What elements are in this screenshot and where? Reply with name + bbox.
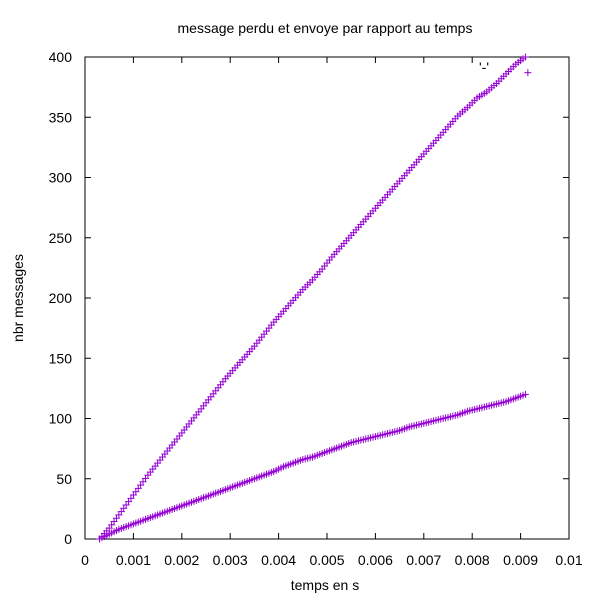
y-axis-title: nbr messages <box>10 254 26 342</box>
data-point <box>524 69 532 77</box>
x-axis-title: temps en s <box>291 577 359 593</box>
y-tick-label: 50 <box>56 471 72 487</box>
x-tick-label: 0.008 <box>455 552 490 568</box>
y-tick-label: 300 <box>49 170 73 186</box>
legend: '-' <box>479 59 489 75</box>
x-tick-label: 0.007 <box>406 552 441 568</box>
x-tick-label: 0.003 <box>213 552 248 568</box>
y-tick-label: 250 <box>49 230 73 246</box>
x-tick-label: 0.005 <box>309 552 344 568</box>
legend-entry-label: '-' <box>479 59 489 75</box>
x-tick-label: 0.006 <box>358 552 393 568</box>
x-tick-label: 0.01 <box>555 552 582 568</box>
ticks-layer: 0 0.001 0.002 0.003 0.004 0.005 0.006 0.007 0.00… <box>49 49 583 568</box>
points-layer <box>96 53 532 543</box>
y-tick-label: 100 <box>49 411 73 427</box>
data-point <box>521 53 529 61</box>
x-tick-label: 0.002 <box>164 552 199 568</box>
y-tick-label: 200 <box>49 290 73 306</box>
x-tick-label: 0.009 <box>503 552 538 568</box>
data-point <box>521 390 529 398</box>
y-tick-label: 400 <box>49 49 73 65</box>
x-tick-label: 0 <box>81 552 89 568</box>
chart-title: message perdu et envoye par rapport au t… <box>178 20 473 36</box>
y-tick-label: 150 <box>49 350 73 366</box>
y-tick-label: 350 <box>49 109 73 125</box>
y-tick-label: 0 <box>64 531 72 547</box>
x-tick-label: 0.004 <box>261 552 296 568</box>
x-tick-label: 0.001 <box>116 552 151 568</box>
